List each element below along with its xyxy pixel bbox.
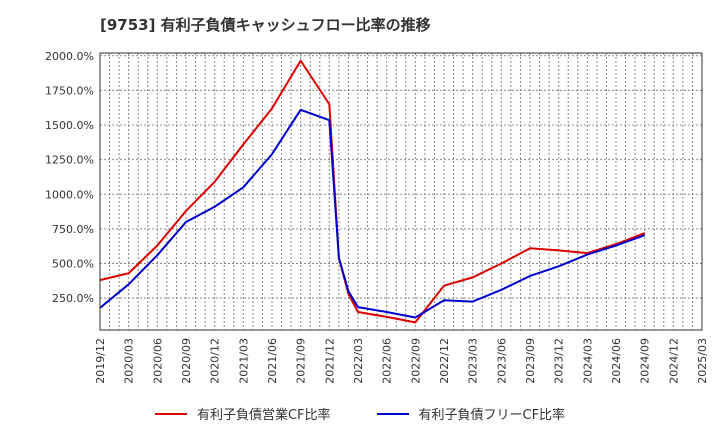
x-tick-label: 2024/06 xyxy=(610,338,623,384)
x-axis-ticks: 2019/12 2020/03 2020/06 2020/09 2020/12 2021/… xyxy=(94,338,709,384)
x-tick-label: 2023/06 xyxy=(495,338,508,384)
x-tick-label: 2020/12 xyxy=(209,338,222,384)
y-tick-label: 1000.0% xyxy=(45,188,94,201)
x-tick-label: 2020/03 xyxy=(123,338,136,384)
y-tick-label: 500.0% xyxy=(52,258,94,271)
y-tick-label: 750.0% xyxy=(52,223,94,236)
legend: 有利子負債営業CF比率 有利子負債フリーCF比率 xyxy=(0,404,720,423)
x-tick-label: 2020/06 xyxy=(151,338,164,384)
x-tick-label: 2022/09 xyxy=(409,338,422,384)
x-tick-label: 2023/09 xyxy=(524,338,537,384)
x-tick-label: 2025/03 xyxy=(696,338,709,384)
x-tick-label: 2023/03 xyxy=(467,338,480,384)
chart-title: [9753] 有利子負債キャッシュフロー比率の推移 xyxy=(100,16,431,34)
x-tick-label: 2022/12 xyxy=(438,338,451,384)
x-tick-label: 2021/03 xyxy=(237,338,250,384)
y-tick-label: 1750.0% xyxy=(45,84,94,97)
legend-swatch-red xyxy=(154,412,187,415)
x-tick-label: 2021/12 xyxy=(323,338,336,384)
y-tick-label: 2000.0% xyxy=(45,50,94,63)
legend-item-free-cf: 有利子負債フリーCF比率 xyxy=(376,404,566,423)
x-tick-label: 2024/12 xyxy=(667,338,680,384)
x-tick-label: 2022/06 xyxy=(381,338,394,384)
y-tick-label: 1250.0% xyxy=(45,154,94,167)
series-lines xyxy=(99,59,646,324)
y-axis-ticks: 250.0% 500.0% 750.0% 1000.0% 1250.0% 1500.0% 1… xyxy=(45,50,94,305)
plot-frame xyxy=(99,52,703,331)
x-tick-label: 2021/09 xyxy=(295,338,308,384)
x-tick-label: 2024/09 xyxy=(639,338,652,384)
y-tick-label: 250.0% xyxy=(52,292,94,305)
legend-item-operating-cf: 有利子負債営業CF比率 xyxy=(154,404,331,423)
y-tick-label: 1500.0% xyxy=(45,119,94,132)
x-tick-label: 2023/12 xyxy=(553,338,566,384)
x-tick-label: 2022/03 xyxy=(352,338,365,384)
series-line-0 xyxy=(99,59,646,324)
legend-label: 有利子負債営業CF比率 xyxy=(196,408,331,423)
x-tick-label: 2020/09 xyxy=(180,338,193,384)
x-tick-label: 2024/03 xyxy=(581,338,594,384)
x-tick-label: 2019/12 xyxy=(94,338,107,384)
grid xyxy=(99,53,703,330)
series-line-1 xyxy=(99,108,646,319)
legend-label: 有利子負債フリーCF比率 xyxy=(418,408,566,423)
legend-swatch-blue xyxy=(376,412,409,415)
x-tick-label: 2021/06 xyxy=(266,338,279,384)
